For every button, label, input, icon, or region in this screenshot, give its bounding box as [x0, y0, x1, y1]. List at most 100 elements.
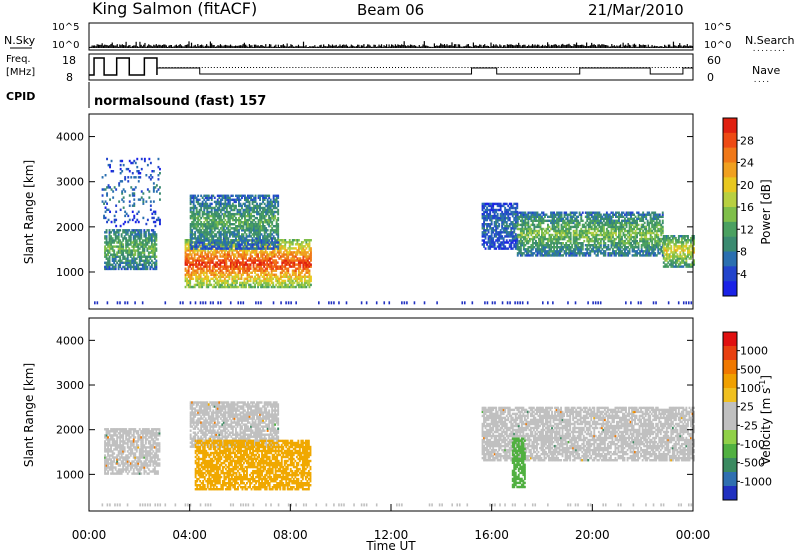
nsky-bar — [334, 46, 335, 48]
nsky-bar — [93, 46, 94, 48]
nsky-bar — [562, 44, 563, 48]
nsky-bar — [109, 45, 110, 48]
range-cell — [289, 239, 291, 241]
nave-dot — [277, 67, 278, 68]
nave-dot — [389, 67, 390, 68]
nsky-bar — [674, 45, 675, 48]
nsky-bar — [500, 45, 501, 48]
nsky-bar — [560, 46, 561, 48]
nsky-bar — [604, 45, 605, 48]
nave-dot — [341, 67, 342, 68]
nave-dot — [440, 67, 441, 68]
nsky-bar — [250, 45, 251, 48]
nsky-bar — [256, 46, 257, 48]
nsky-bar — [318, 47, 319, 48]
nsky-bar — [304, 46, 305, 48]
nsky-bar — [113, 45, 114, 48]
nsky-bar — [326, 46, 327, 48]
range-cell — [125, 237, 127, 239]
nave-dot — [625, 67, 626, 68]
nsky-bar — [645, 45, 646, 48]
nave-dot — [214, 67, 215, 68]
nsky-bar — [231, 46, 232, 48]
nsky-bar — [459, 44, 460, 48]
range-cell — [266, 251, 268, 253]
range-cell — [124, 190, 126, 192]
range-cell — [109, 198, 111, 200]
nsky-bar — [441, 44, 442, 48]
range-cell — [141, 158, 143, 160]
nave-dot — [661, 67, 662, 68]
nsky-bar — [550, 46, 551, 48]
nsky-bar — [294, 47, 295, 48]
nsky-bar — [606, 45, 607, 48]
nsky-bar — [516, 45, 517, 48]
nave-dot — [395, 67, 396, 68]
range-cell — [521, 254, 523, 256]
nsky-bar — [178, 45, 179, 48]
range-cell — [154, 221, 156, 223]
range-cell — [142, 192, 144, 194]
nsky-bar — [561, 45, 562, 48]
nsky-bar — [232, 46, 233, 48]
nave-dot — [486, 67, 487, 68]
nave-dot — [292, 67, 293, 68]
nsky-bar — [131, 47, 132, 48]
range-cell — [516, 203, 518, 205]
range-cell — [106, 221, 108, 223]
nsky-bar — [387, 47, 388, 48]
nave-dot — [304, 67, 305, 68]
nsky-bar — [258, 45, 259, 48]
range-cell — [238, 286, 240, 288]
nave-dot — [646, 67, 647, 68]
nsky-bar — [117, 44, 118, 48]
range-cell — [130, 176, 132, 178]
nsky-bar — [578, 45, 579, 48]
nsky-bar — [192, 47, 193, 48]
range-cell — [111, 221, 113, 223]
range-cell — [145, 200, 147, 202]
nsky-bar — [97, 44, 98, 48]
nave-dot — [552, 67, 553, 68]
nsky-bar — [104, 45, 105, 48]
nsky-bar — [634, 44, 635, 48]
range-cell — [537, 254, 539, 256]
nave-dot — [446, 67, 447, 68]
range-cell — [155, 256, 157, 258]
nave-dot — [404, 67, 405, 68]
nave-dot — [540, 67, 541, 68]
range-cell — [245, 286, 247, 288]
nsky-bar — [172, 47, 173, 48]
range-cell — [124, 176, 126, 178]
nsky-bar — [217, 45, 218, 48]
range-cell — [122, 243, 124, 245]
nsky-bar — [329, 45, 330, 48]
range-cell — [270, 199, 272, 201]
range-cell — [130, 186, 132, 188]
nsky-bar — [669, 45, 670, 48]
nsky-bar — [467, 44, 468, 48]
nave-dot — [495, 67, 496, 68]
range-cell — [250, 284, 252, 286]
nave-dot — [452, 67, 453, 68]
nsky-bar — [527, 46, 528, 48]
nsky-bar — [261, 45, 262, 48]
nsky-bar — [506, 47, 507, 48]
range-cell — [123, 196, 125, 198]
nave-dot — [477, 67, 478, 68]
nsky-bar — [677, 46, 678, 48]
range-cell — [103, 203, 105, 205]
range-cell — [136, 239, 138, 241]
nave-dot — [461, 67, 462, 68]
nave-dot — [392, 67, 393, 68]
nsky-bar — [391, 44, 392, 48]
nave-dot — [612, 67, 613, 68]
nave-dot — [407, 67, 408, 68]
nsky-bar — [419, 45, 420, 48]
nsky-bar — [448, 46, 449, 48]
nsky-bar — [285, 46, 286, 48]
nsky-bar — [609, 47, 610, 48]
nsky-bar — [557, 46, 558, 48]
nsky-bar — [531, 46, 532, 48]
nsky-bar — [668, 45, 669, 48]
